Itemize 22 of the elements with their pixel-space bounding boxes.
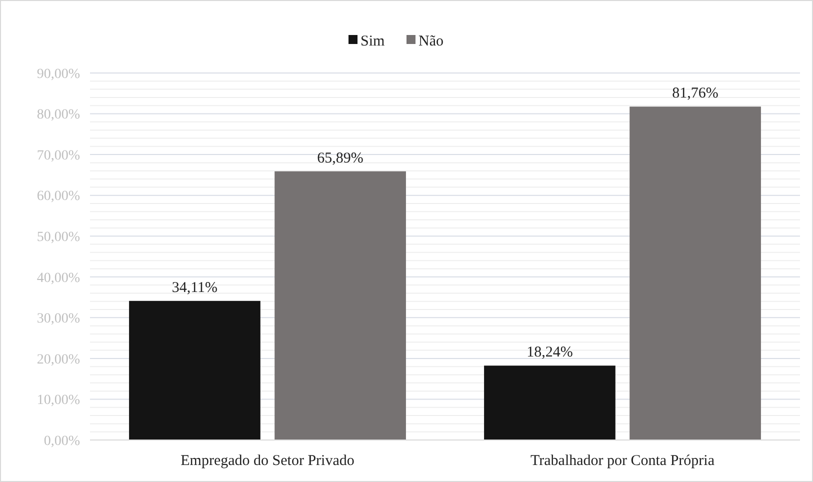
bar [484, 366, 616, 440]
y-tick-label: 10,00% [36, 393, 80, 408]
y-tick-label: 70,00% [36, 148, 80, 164]
data-label: 34,11% [172, 280, 218, 296]
x-tick-label: Trabalhador por Conta Própria [530, 453, 715, 469]
y-tick-label: 40,00% [36, 270, 80, 286]
y-tick-label: 90,00% [36, 66, 80, 82]
y-tick-label: 60,00% [36, 189, 80, 204]
legend-label: Sim [360, 33, 386, 50]
y-tick-label: 80,00% [36, 108, 80, 123]
y-tick-label: 0,00% [44, 434, 80, 449]
bar [274, 171, 406, 440]
y-tick-label: 50,00% [36, 230, 80, 246]
x-tick-label: Empregado do Setor Privado [180, 453, 354, 469]
bar [630, 106, 761, 440]
y-tick-label: 20,00% [36, 352, 80, 368]
data-label: 18,24% [526, 344, 573, 361]
data-label: 81,76% [672, 86, 718, 102]
data-label: 65,89% [317, 150, 364, 166]
legend-label: Não [418, 33, 444, 50]
bar [129, 300, 260, 440]
y-tick-label: 30,00% [36, 312, 80, 327]
